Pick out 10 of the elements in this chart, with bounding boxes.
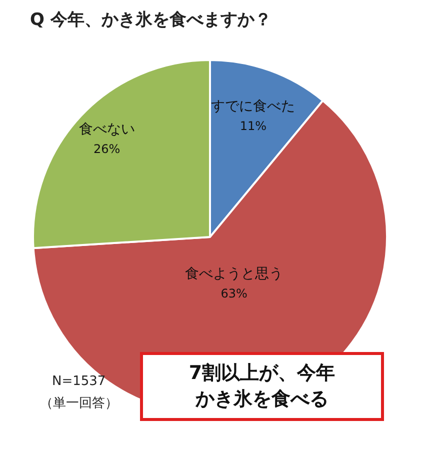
- data-label: 26%: [93, 142, 120, 156]
- slice-label: 食べない: [78, 122, 135, 138]
- text: N=1537: [52, 374, 106, 389]
- text: 7割以上が、今年かき氷を食べる: [140, 352, 384, 422]
- data-label: 63%: [220, 286, 248, 300]
- slice-label: 食べようと思う: [185, 266, 284, 282]
- chart-title: Q 今年、かき氷を食べますか？: [30, 9, 272, 31]
- text: （単一回答）: [40, 395, 118, 412]
- slice-label: すでに食べた: [211, 98, 296, 115]
- data-label: 11%: [240, 119, 267, 134]
